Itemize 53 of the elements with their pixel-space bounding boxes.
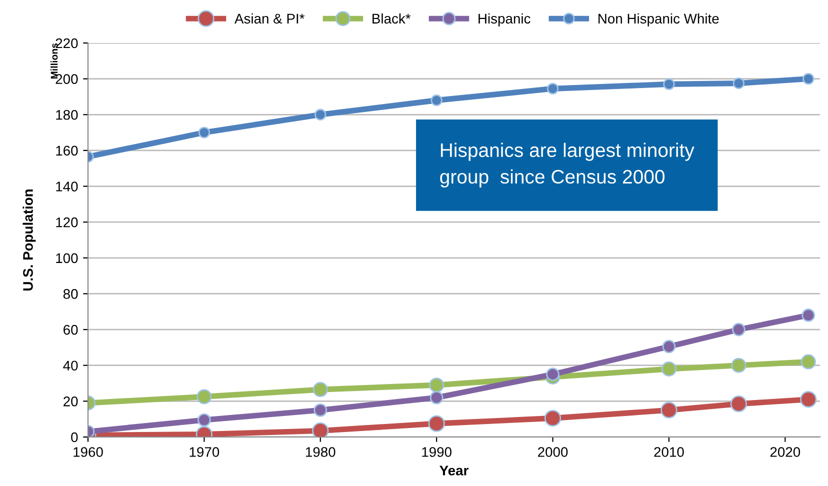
x-tick-label: 1990 xyxy=(422,447,452,457)
point xyxy=(544,410,562,427)
x-tick-label: 2010 xyxy=(654,447,684,457)
point xyxy=(546,82,559,94)
legend-label: Black* xyxy=(372,13,411,24)
y-axis-title: U.S. Population xyxy=(22,190,36,290)
y-tick-label: 200 xyxy=(56,74,78,84)
legend-label: Asian & PI* xyxy=(234,13,305,24)
point xyxy=(802,308,816,322)
point xyxy=(732,77,744,90)
point xyxy=(660,402,678,418)
y-tick-label: 20 xyxy=(64,396,78,406)
legend-label: Hispanic xyxy=(478,13,530,26)
y-tick-label: 80 xyxy=(63,289,78,299)
legend-label: Non Hispanic White xyxy=(598,13,719,26)
y-tick-label: 40 xyxy=(63,360,78,371)
point xyxy=(546,368,560,381)
point xyxy=(312,382,328,398)
point xyxy=(800,354,816,370)
x-tick-label: 2000 xyxy=(538,447,568,457)
x-axis-title: Year xyxy=(440,466,468,476)
y-tick-label: 180 xyxy=(56,110,78,120)
point xyxy=(314,403,328,417)
y-tick-label: 0 xyxy=(71,432,78,442)
point xyxy=(198,126,210,138)
x-tick-label: 2020 xyxy=(770,447,800,457)
point xyxy=(731,358,746,373)
y-tick-label: 140 xyxy=(56,182,78,192)
point xyxy=(430,390,444,404)
annotation: Hispanics are largest minority group since Census 2000 xyxy=(440,142,694,188)
y-tick-label: 160 xyxy=(56,146,78,156)
x-tick-label: 1970 xyxy=(190,447,220,457)
x-tick-label: 1960 xyxy=(74,447,103,457)
point xyxy=(661,361,676,376)
point xyxy=(196,389,212,404)
text: Millions xyxy=(50,43,58,79)
point xyxy=(428,415,445,432)
point xyxy=(730,396,747,412)
point xyxy=(198,413,211,427)
y-tick-label: 100 xyxy=(56,253,78,264)
point xyxy=(802,72,814,85)
y-tick-label: 220 xyxy=(56,38,78,48)
point xyxy=(662,340,676,354)
point xyxy=(732,322,746,336)
point xyxy=(312,422,329,437)
point xyxy=(429,378,444,393)
y-tick-label: 120 xyxy=(56,217,78,228)
y-tick-label: 60 xyxy=(64,324,78,335)
x-tick-label: 1980 xyxy=(306,447,336,457)
point xyxy=(663,78,675,90)
point xyxy=(430,94,442,106)
point xyxy=(800,391,817,408)
point xyxy=(314,108,326,120)
